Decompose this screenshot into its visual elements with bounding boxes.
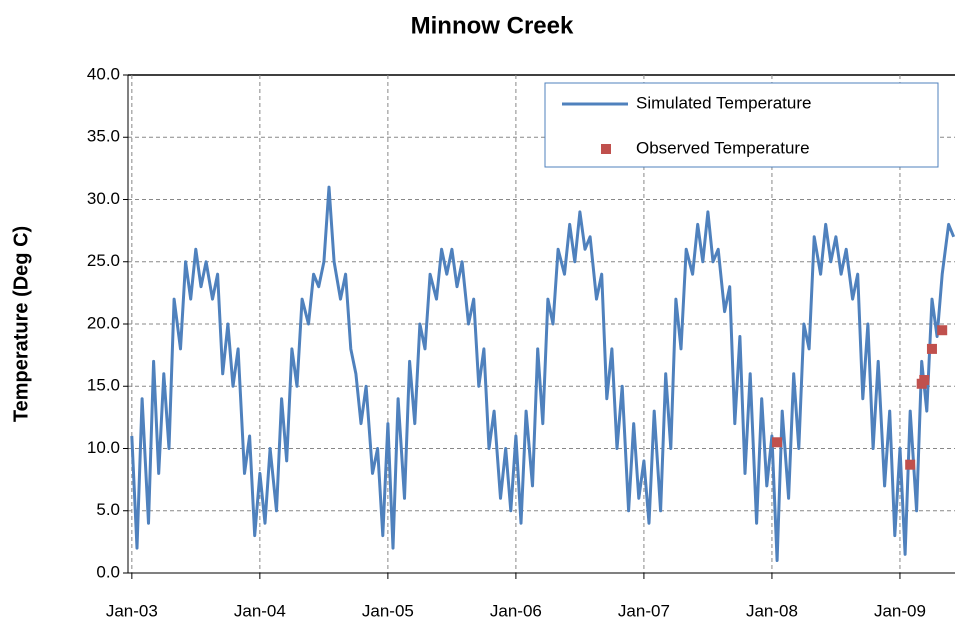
y-tick-label: 15.0: [87, 376, 120, 395]
legend-label: Observed Temperature: [636, 138, 810, 157]
marker: [905, 459, 916, 470]
x-tick-label: Jan-04: [234, 601, 286, 620]
y-tick-label: 20.0: [87, 313, 120, 332]
y-axis-label: Temperature (Deg C): [10, 226, 32, 422]
x-tick-label: Jan-08: [746, 601, 798, 620]
marker: [937, 325, 948, 336]
x-tick-label: Jan-03: [106, 601, 158, 620]
marker: [919, 375, 930, 386]
y-tick-label: 35.0: [87, 127, 120, 146]
marker: [926, 343, 937, 354]
marker: [772, 437, 783, 448]
line: [130, 185, 956, 562]
x-tick-label: Jan-05: [362, 601, 414, 620]
x-tick-label: Jan-07: [618, 601, 670, 620]
x-tick-label: Jan-09: [874, 601, 926, 620]
legend-label: Simulated Temperature: [636, 93, 811, 112]
legend-swatch: [601, 144, 611, 154]
y-tick-label: 5.0: [96, 500, 120, 519]
y-tick-label: 0.0: [96, 562, 120, 581]
x-tick-label: Jan-06: [490, 601, 542, 620]
y-tick-label: 40.0: [87, 64, 120, 83]
y-tick-label: 10.0: [87, 438, 120, 457]
chart-title: Minnow Creek: [411, 12, 574, 39]
y-tick-label: 30.0: [87, 189, 120, 208]
y-tick-label: 25.0: [87, 251, 120, 270]
